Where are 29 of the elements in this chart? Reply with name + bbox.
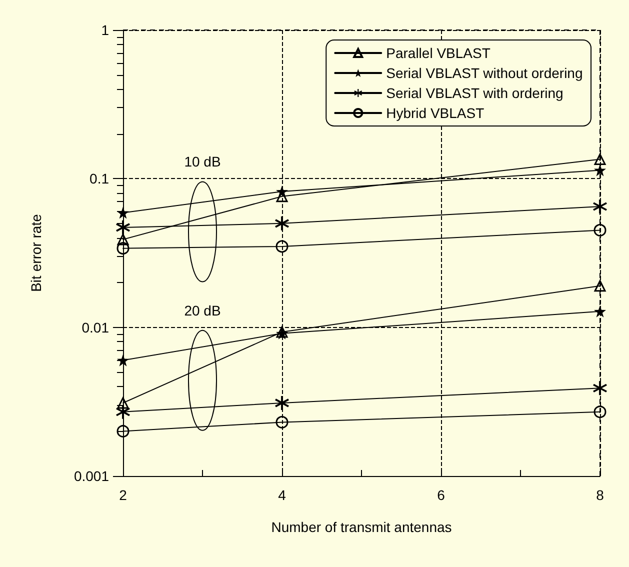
point — [117, 354, 129, 366]
legend-label: Parallel VBLAST — [386, 45, 491, 61]
y-tick-label: 0.1 — [90, 170, 110, 187]
y-tick-label: 1 — [101, 22, 110, 38]
x-tick-label: 2 — [119, 487, 128, 503]
annotation: 20 dB — [184, 302, 221, 318]
point — [594, 154, 606, 166]
point — [117, 206, 129, 219]
y-axis-title: Bit error rate — [28, 214, 44, 292]
legend-label: Serial VBLAST without ordering — [386, 65, 583, 81]
x-tick-label: 4 — [278, 487, 286, 503]
point — [594, 224, 606, 236]
point — [276, 416, 288, 428]
point — [116, 220, 130, 234]
y-tick-label: 0.01 — [82, 319, 110, 336]
point — [116, 242, 130, 255]
legend-label: Serial VBLAST with ordering — [386, 85, 564, 101]
x-axis-title: Number of transmit antennas — [271, 519, 452, 535]
point — [594, 305, 606, 318]
annotation: 10 dB — [184, 154, 221, 170]
point — [594, 280, 606, 292]
y-tick-label: 0.001 — [74, 468, 110, 484]
point — [594, 164, 606, 176]
legend-label: Hybrid VBLAST — [386, 105, 485, 121]
point — [276, 240, 288, 253]
x-tick-label: 6 — [437, 487, 446, 503]
point — [116, 425, 130, 438]
x-tick-label: 8 — [596, 487, 604, 503]
point — [594, 406, 606, 418]
